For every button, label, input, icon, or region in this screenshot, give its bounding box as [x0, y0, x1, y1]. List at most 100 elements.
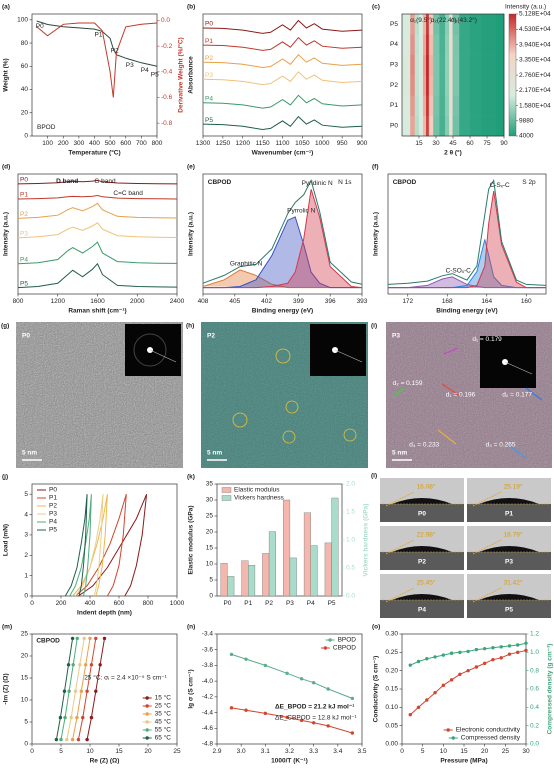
y2-tick-label: 1.2 [530, 631, 539, 638]
heat-cell [402, 54, 411, 76]
plot-frame [31, 483, 178, 597]
sample-label: P0 [418, 511, 426, 518]
heat-cell [495, 54, 505, 76]
colorbar-label: 4.530E+04 [519, 26, 551, 33]
tangent-line [472, 587, 502, 603]
annotation: P0 [36, 23, 44, 30]
x-tick-label: 0 [30, 748, 34, 755]
data-point [299, 677, 304, 681]
heat-cell [481, 54, 496, 76]
data-point [73, 689, 78, 693]
x-tick-label: 1250 [216, 140, 231, 147]
legend-label: Pyrrolic N [287, 208, 315, 215]
series-line [17, 222, 178, 239]
heat-cell [445, 95, 450, 116]
legend-label: 15 °C [155, 694, 172, 702]
legend-label: 65 °C [155, 734, 172, 742]
data-point [89, 715, 94, 720]
heat-cell [414, 54, 420, 76]
legend-label: P1 [205, 38, 213, 45]
substrate [380, 600, 464, 618]
legend-label: P1 [20, 192, 28, 199]
y2-tick-label: 0.5 [346, 565, 355, 572]
y-tick-label: 5 [24, 719, 28, 726]
bar [303, 512, 311, 597]
heat-cell [426, 75, 430, 96]
legend-label: P4 [49, 519, 57, 526]
heat-cell [445, 75, 450, 96]
x-tick-label: 1300 [196, 140, 211, 147]
plot-frame [17, 173, 178, 295]
lattice-marker [525, 387, 543, 401]
x-tick-label: 396 [325, 298, 336, 305]
data-point [311, 681, 316, 685]
lattice-circle [343, 428, 357, 442]
panel-label: (d) [2, 164, 10, 171]
sample-label: P0 [22, 333, 30, 340]
heat-cell [470, 95, 482, 116]
y-tick-label: 0.30 [385, 631, 398, 638]
substrate [467, 600, 551, 618]
colorbar-label: 5.128E+04 [519, 11, 551, 18]
legend-marker [145, 704, 149, 708]
y-axis-label: Intensity (a.u.) [3, 212, 10, 256]
data-point [89, 663, 94, 667]
heat-cell [495, 14, 505, 35]
x-tick-label: 100 [42, 140, 53, 147]
series-line [69, 494, 92, 597]
y2-tick-label: 1.0 [346, 537, 355, 544]
annotation: BPOD [37, 124, 56, 131]
heat-cell [449, 75, 453, 96]
data-point [474, 647, 479, 652]
series-line [17, 202, 178, 219]
data-point [516, 643, 520, 647]
panel-label: (h) [186, 323, 194, 330]
heat-cell [495, 115, 505, 137]
x-tick-label: 15 [115, 748, 123, 755]
d-spacing-label: d₃ = 0.265 [486, 441, 516, 448]
legend-label: 35 °C [155, 710, 172, 718]
x-tick-label: 30 [522, 748, 530, 755]
x-tick-label: 30 [432, 140, 440, 147]
panel-label: (n) [187, 624, 195, 631]
data-point [229, 706, 234, 710]
heat-cell [433, 54, 440, 76]
x-tick-label: 900 [357, 140, 368, 147]
heat-cell [459, 14, 471, 35]
legend-label: P0 [49, 487, 57, 494]
y-tick-label: 20 [21, 109, 29, 116]
heat-cell [439, 95, 446, 116]
colorbar-label: 2.760E+04 [519, 72, 551, 79]
substrate [380, 552, 464, 570]
heat-cell [439, 34, 446, 55]
colorbar-title: Intensity (a.u.) [505, 4, 546, 11]
legend-label: 25 °C [155, 702, 172, 710]
heat-cell [470, 14, 482, 35]
data-point [458, 672, 462, 677]
y-tick-label: P0 [390, 123, 398, 130]
x-tick-label: 1100 [276, 140, 290, 147]
y2-axis-label: Vickers hardness (GPa) [363, 504, 370, 577]
series-line [388, 191, 546, 289]
heat-cell [422, 14, 427, 35]
legend-label: Pyridinic N [302, 180, 333, 187]
legend-label: P2 [49, 503, 57, 510]
y-tick-label: P5 [390, 21, 398, 28]
series-line [17, 262, 178, 289]
data-point [499, 645, 503, 649]
sample-label: P2 [207, 333, 215, 340]
heat-cell [426, 14, 430, 35]
data-point [63, 715, 67, 720]
x-tick-label: 168 [442, 298, 453, 305]
x-tick-label: 15 [460, 748, 468, 755]
heat-cell [419, 34, 424, 55]
annotation: C=C band [113, 190, 143, 197]
droplet [479, 498, 539, 504]
droplet [392, 594, 452, 600]
heat-cell [452, 54, 460, 76]
y-tick-label: 10 [206, 561, 214, 568]
data-point [408, 712, 412, 717]
annotation: α₃(43.2°) [451, 16, 477, 24]
colorbar-label: 4000 [519, 133, 534, 140]
lattice-marker [437, 429, 457, 445]
